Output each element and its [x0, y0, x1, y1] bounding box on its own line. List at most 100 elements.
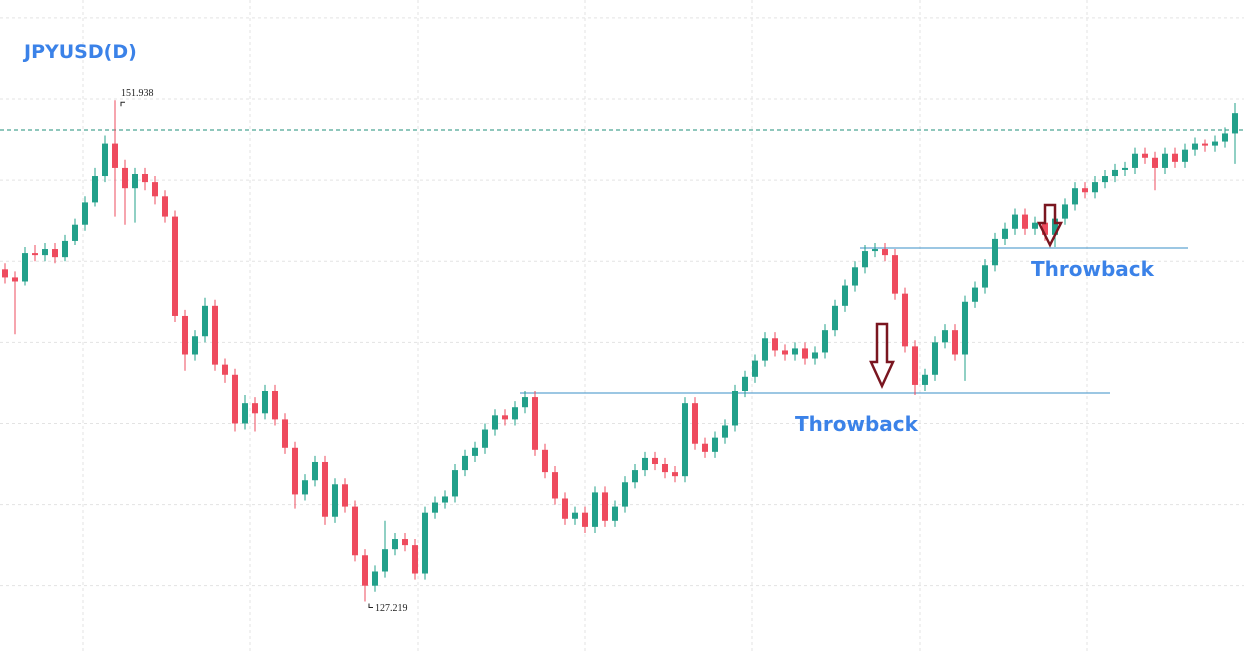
candle-body: [732, 390, 738, 426]
candle-body: [1082, 188, 1088, 193]
candle-body: [652, 457, 658, 465]
candle-body: [582, 512, 588, 527]
candle-body: [152, 182, 158, 197]
candle-body: [1142, 153, 1148, 158]
candle-body: [272, 390, 278, 420]
candle-body: [552, 472, 558, 499]
candle-body: [1042, 222, 1048, 235]
candle-body: [2, 269, 8, 278]
candle-body: [252, 403, 258, 414]
candle-body: [632, 470, 638, 483]
candle-body: [612, 506, 618, 521]
candle-body: [1002, 228, 1008, 239]
candle-body: [902, 293, 908, 347]
candle-body: [782, 350, 788, 355]
candle-body: [962, 301, 968, 355]
candle-body: [622, 482, 628, 507]
candle-body: [342, 484, 348, 507]
candle-body: [522, 397, 528, 408]
candle-body: [762, 338, 768, 361]
candle-body: [182, 315, 188, 355]
candle-body: [1172, 153, 1178, 162]
candle-body: [382, 549, 388, 572]
candle-body: [892, 255, 898, 294]
candle-body: [712, 437, 718, 452]
candle-body: [992, 238, 998, 266]
candle-body: [492, 415, 498, 430]
candle-body: [82, 202, 88, 225]
candle-body: [392, 539, 398, 550]
candle-body: [802, 348, 808, 359]
candle-body: [932, 342, 938, 375]
candle-body: [312, 461, 318, 481]
candle-body: [662, 464, 668, 473]
arrow: [1036, 203, 1064, 248]
candle-body: [372, 571, 378, 586]
candle-body: [352, 506, 358, 556]
candle-body: [452, 470, 458, 497]
candle-body: [22, 253, 28, 282]
candle-body: [1122, 167, 1128, 170]
candle-body: [122, 167, 128, 189]
candle-body: [432, 502, 438, 513]
candle-body: [1012, 214, 1018, 229]
candle-body: [1062, 204, 1068, 219]
candle-body: [742, 376, 748, 391]
candle-body: [1222, 133, 1228, 142]
candle-body: [792, 348, 798, 355]
candle-body: [112, 143, 118, 168]
candle-body: [592, 492, 598, 527]
candle-body: [1102, 176, 1108, 183]
candle-body: [1192, 143, 1198, 150]
candle-body: [72, 224, 78, 241]
candle-body: [442, 496, 448, 503]
candle-body: [812, 352, 818, 359]
candle-body: [52, 249, 58, 258]
candle-body: [772, 338, 778, 351]
candle-body: [222, 364, 228, 375]
chart-title: JPYUSD(D): [22, 41, 137, 63]
candle-body: [92, 176, 98, 203]
candle-body: [1092, 182, 1098, 193]
candle-body: [242, 403, 248, 424]
candle-body: [12, 277, 18, 282]
candle-body: [952, 330, 958, 355]
candle-body: [42, 249, 48, 256]
candle-body: [682, 403, 688, 477]
candle-body: [142, 174, 148, 183]
candle-body: [282, 419, 288, 448]
candle-body: [472, 447, 478, 456]
candle-body: [532, 397, 538, 450]
candle-body: [402, 539, 408, 546]
levels: [0, 129, 1244, 394]
candle-body: [1212, 141, 1218, 146]
candle-body: [162, 196, 168, 217]
candle-body: [882, 249, 888, 256]
annotation: Throwback: [795, 412, 919, 436]
candle-body: [922, 374, 928, 385]
candle-body: [862, 251, 868, 268]
candle-body: [852, 267, 858, 286]
candles: [2, 100, 1238, 602]
high-label: 151.938: [121, 88, 154, 99]
candle-body: [692, 403, 698, 444]
candle-body: [412, 545, 418, 574]
candle-body: [502, 415, 508, 420]
arrow: [869, 322, 895, 390]
candle-body: [62, 240, 68, 258]
candle-body: [752, 360, 758, 377]
candle-body: [262, 390, 268, 414]
marker: [120, 101, 125, 107]
candle-body: [1112, 169, 1118, 177]
candle-body: [572, 512, 578, 519]
candle-body: [702, 443, 708, 452]
candle-body: [102, 143, 108, 177]
candle-body: [832, 305, 838, 331]
candle-body: [872, 249, 878, 252]
candle-body: [232, 374, 238, 424]
candle-body: [562, 498, 568, 519]
candle-body: [982, 265, 988, 288]
candle-body: [942, 330, 948, 343]
